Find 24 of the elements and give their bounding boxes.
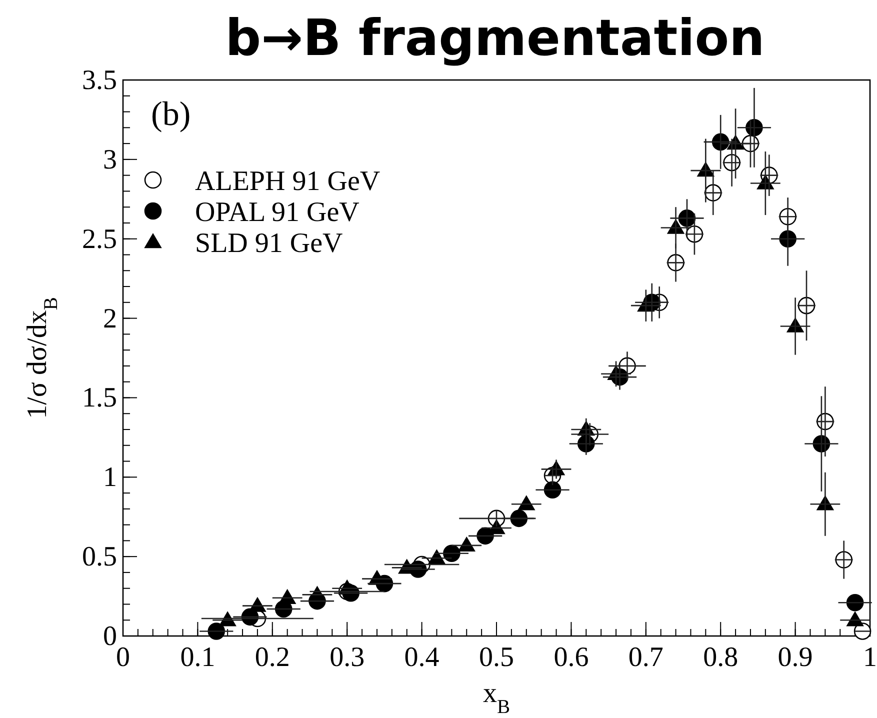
x-tick-label: 0.6	[554, 642, 589, 673]
legend-label: OPAL 91 GeV	[195, 197, 360, 228]
legend-label: ALEPH 91 GeV	[195, 166, 380, 197]
y-tick-label: 1.5	[82, 382, 117, 414]
x-tick-label: 0.2	[254, 642, 290, 673]
y-tick-label: 0	[103, 621, 117, 652]
x-tick-label: 0.4	[404, 642, 440, 673]
x-tick-label: 0.7	[628, 642, 664, 673]
y-tick-label: 2.5	[82, 224, 117, 255]
x-tick-label: 0.3	[330, 642, 365, 673]
y-tick-label: 1	[103, 462, 117, 494]
x-tick-label: 0.9	[778, 642, 813, 673]
y-tick-label: 3	[103, 144, 117, 176]
chart-title: b→B fragmentation	[225, 9, 765, 67]
x-tick-label: 0.8	[703, 642, 738, 673]
x-tick-label: 1	[863, 642, 877, 673]
legend-label: SLD 91 GeV	[195, 228, 343, 259]
y-tick-label: 3.5	[82, 65, 117, 96]
y-tick-label: 0.5	[82, 542, 117, 573]
x-axis-title: x$_{B}$	[482, 678, 510, 718]
x-tick-label: 0.1	[180, 642, 216, 673]
annotation: (b)	[151, 96, 191, 133]
y-tick-label: 2	[103, 303, 117, 334]
x-tick-label: 0.5	[479, 642, 514, 673]
